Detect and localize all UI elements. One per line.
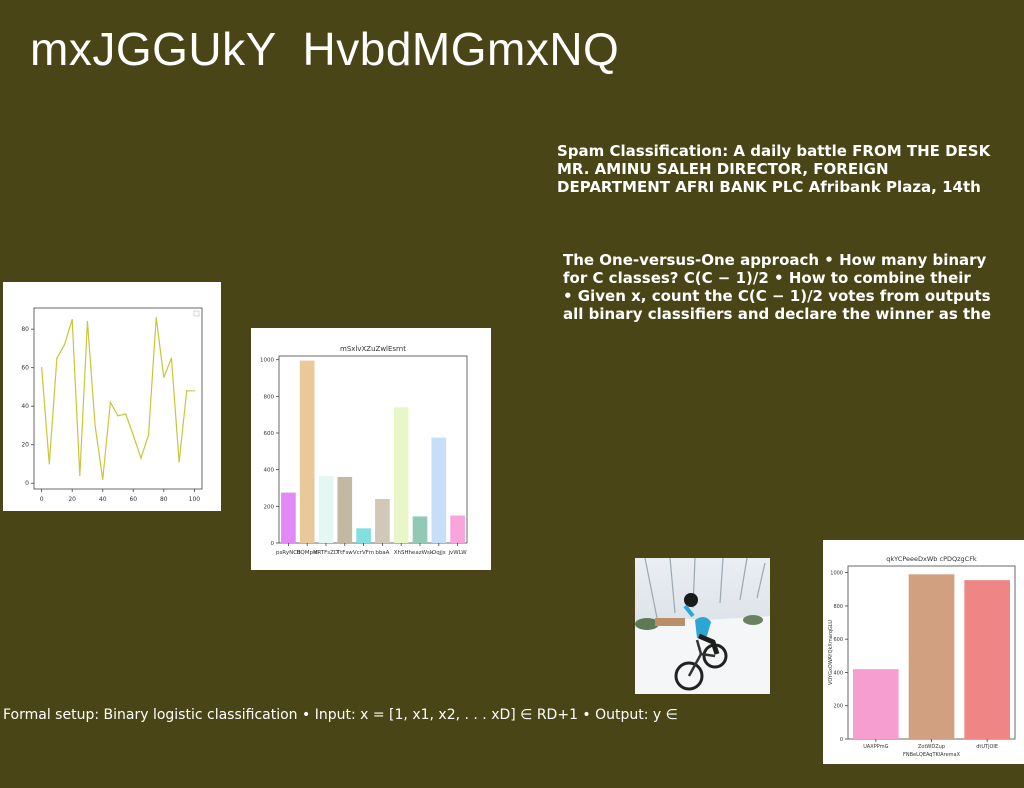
x-tick-label: 100	[189, 496, 201, 503]
data-point	[71, 318, 73, 321]
data-point	[140, 457, 142, 459]
line-chart-card: 0 20 40 60 80 100 0 20 40 60 80	[3, 282, 221, 511]
data-point	[125, 413, 127, 415]
y-tick-label: 1000	[830, 571, 843, 577]
formal-setup-text: Formal setup: Binary logistic classifica…	[3, 707, 678, 723]
bar	[318, 476, 334, 543]
bar	[450, 515, 465, 543]
x-tick-label: XhSH	[394, 550, 409, 556]
series-line	[41, 317, 195, 480]
data-point	[117, 415, 119, 417]
y-tick-label: 80	[21, 326, 29, 333]
plot-frame	[278, 355, 468, 544]
bar-chart-card-2: qkYCPeeeDxWb cPDQzgCFk 0 200 400 600 800 1000 U…	[823, 540, 1024, 764]
bar-chart-2: qkYCPeeeDxWb cPDQzgCFk 0 200 400 600 800 1000 U…	[828, 555, 1016, 758]
bar	[412, 516, 428, 543]
x-axis-label: FNBeLQEAqTKlAremaX	[903, 752, 961, 758]
ovo-line-3: • Given x, count the C(C − 1)/2 votes fr…	[563, 287, 991, 305]
x-tick-label: jvWLW	[447, 550, 467, 556]
x-tick-label: bbaA	[375, 550, 389, 556]
y-tick-label: 800	[264, 394, 275, 400]
y-tick-label: 600	[264, 431, 275, 437]
x-tick-label: 0	[40, 496, 44, 503]
chart-title: mSxlvXZuZwlEsrnt	[340, 345, 406, 353]
y-tick-label: 400	[833, 670, 843, 676]
data-point	[178, 461, 180, 463]
bar	[299, 360, 315, 543]
bmx-rider-photo	[635, 558, 770, 694]
x-tick-label: 60	[129, 496, 137, 503]
x-tick-label: TtFsw	[336, 550, 354, 556]
spam-line-1: Spam Classification: A daily battle FROM…	[557, 142, 991, 160]
x-tick-label: dRTFsZD	[314, 550, 338, 556]
bmx-photo	[635, 558, 770, 694]
x-tick-label: Oqjjs	[432, 550, 446, 556]
y-axis-label: VOYGxOWAYQkXmarqGLU	[828, 620, 834, 685]
y-tick-label: 60	[21, 365, 29, 372]
y-tick-label: 1000	[260, 358, 274, 364]
y-tick-label: 0	[840, 737, 843, 743]
one-vs-one-text: The One-versus-One approach • How many b…	[563, 251, 991, 323]
data-point	[193, 390, 195, 392]
bar	[431, 437, 447, 543]
y-tick-label: 20	[21, 442, 29, 449]
x-tick-label: VcrVFm	[353, 550, 374, 556]
bar	[281, 492, 296, 543]
y-tick-label: 800	[833, 604, 843, 610]
data-point	[109, 401, 111, 403]
x-tick-label: 80	[160, 496, 168, 503]
data-point	[186, 390, 188, 392]
bar-chart-card: mSxlvXZuZwlEsrnt 0 200 400 600 800 1000 psRyNCB…	[251, 328, 491, 570]
chart-title: qkYCPeeeDxWb cPDQzgCFk	[886, 555, 977, 563]
bar	[908, 574, 955, 739]
data-point	[170, 357, 173, 359]
y-tick-label: 600	[833, 637, 843, 643]
bar	[853, 669, 899, 739]
line-chart: 0 20 40 60 80 100 0 20 40 60 80	[21, 307, 203, 503]
ovo-line-2: for C classes? C(C − 1)/2 • How to combi…	[563, 269, 971, 287]
y-tick-label: 0	[25, 480, 29, 487]
data-point	[163, 376, 165, 378]
data-point	[56, 357, 58, 359]
bar	[375, 499, 390, 543]
y-tick-label: 200	[833, 704, 843, 710]
spam-line-2: MR. AMINU SALEH DIRECTOR, FOREIGN	[557, 160, 889, 178]
data-point	[86, 320, 89, 323]
y-tick-label: 40	[21, 403, 29, 410]
data-point	[102, 478, 104, 480]
legend-box	[193, 310, 200, 317]
x-tick-label: psRyNCB	[276, 550, 301, 556]
x-tick-label: UAXPPmG	[863, 744, 888, 750]
data-point	[94, 424, 96, 427]
x-tick-label: lheazWsk	[407, 550, 434, 556]
data-point	[79, 474, 81, 477]
y-tick-label: 200	[264, 504, 275, 510]
x-tick-label: 20	[68, 496, 76, 503]
x-tick-label: ZotWDZup	[918, 744, 945, 750]
plot-frame	[33, 307, 203, 490]
data-point	[155, 317, 157, 319]
data-point	[132, 434, 134, 436]
data-point	[147, 434, 150, 436]
bar-chart: mSxlvXZuZwlEsrnt 0 200 400 600 800 1000 psRyNCB…	[260, 345, 468, 556]
data-point	[48, 463, 50, 465]
ovo-line-4: all binary classifiers and declare the w…	[563, 305, 992, 323]
x-tick-label: dtUTjOIE	[976, 744, 998, 750]
y-tick-label: 0	[271, 541, 275, 547]
ovo-line-1: The One-versus-One approach • How many b…	[563, 251, 987, 269]
y-tick-label: 400	[264, 468, 275, 474]
bar	[393, 407, 409, 543]
slide-title: mxJGGUkY HvbdMGmxNQ	[30, 23, 620, 75]
bar	[356, 528, 371, 543]
data-point	[63, 343, 66, 346]
bar	[964, 580, 1010, 739]
bar	[337, 477, 353, 543]
data-point	[41, 367, 43, 369]
spam-line-3: DEPARTMENT AFRI BANK PLC Afribank Plaza,…	[557, 178, 981, 196]
spam-classification-text: Spam Classification: A daily battle FROM…	[557, 142, 990, 196]
x-tick-label: BQMpM	[297, 550, 318, 556]
x-tick-label: 40	[99, 496, 107, 503]
